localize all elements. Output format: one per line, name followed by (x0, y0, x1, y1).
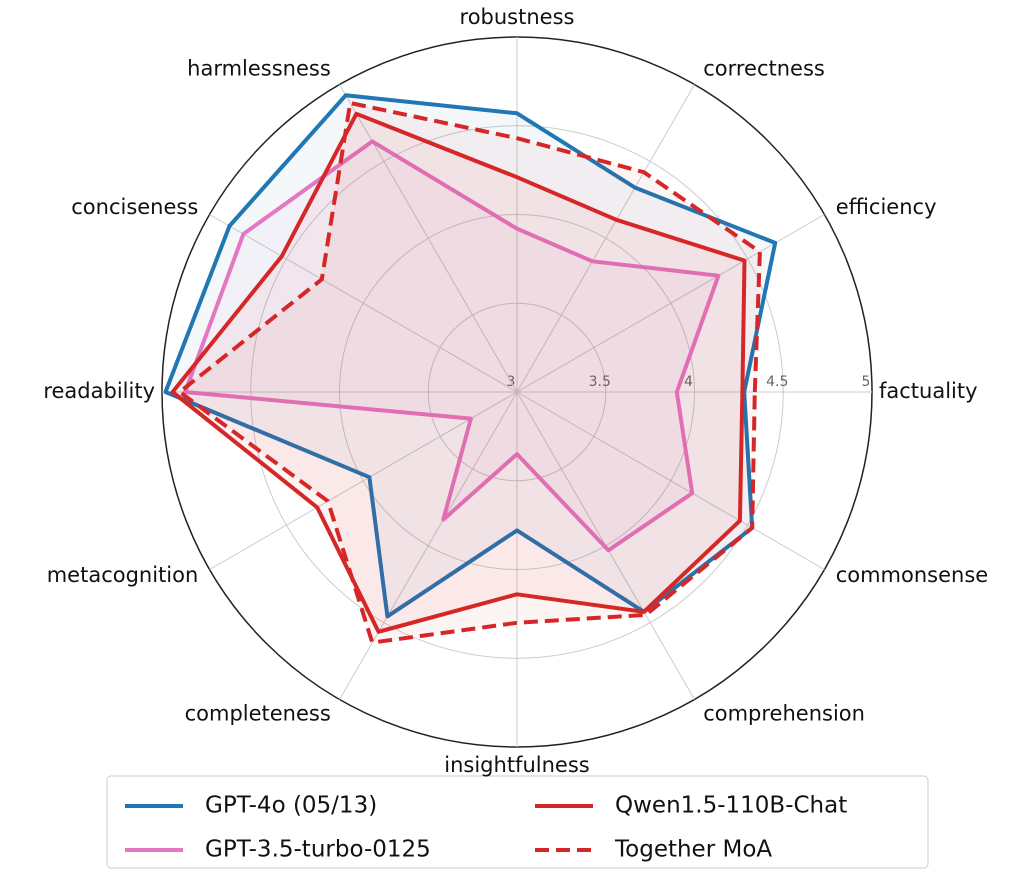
legend-label: Qwen1.5-110B-Chat (615, 793, 847, 819)
spoke (209, 214, 518, 393)
axis-label: conciseness (71, 195, 198, 219)
legend-label: Together MoA (614, 837, 772, 863)
spoke (516, 391, 825, 570)
legend-label: GPT-4o (05/13) (205, 793, 377, 819)
axis-label: robustness (460, 5, 575, 29)
r-tick-label: 5 (862, 374, 871, 390)
axis-label: factuality (879, 379, 978, 403)
axis-label: insightfulness (444, 753, 589, 777)
series-area (185, 141, 719, 551)
axis-label: efficiency (836, 195, 937, 219)
legend-label: GPT-3.5-turbo-0125 (205, 837, 431, 863)
series-line (177, 101, 762, 645)
axis-label: commonsense (836, 563, 989, 587)
series-area (172, 113, 745, 632)
r-tick-label: 4 (684, 374, 693, 390)
spoke (339, 391, 518, 700)
series-line (170, 111, 747, 634)
series-area (179, 103, 760, 643)
axis-label: readability (43, 379, 155, 403)
series-area (165, 95, 776, 617)
axis-label: metacognition (47, 563, 199, 587)
legend-box (106, 775, 929, 869)
axis-label: comprehension (703, 702, 865, 726)
r-tick-label: 3.5 (589, 374, 611, 390)
series-line (183, 139, 721, 553)
axis-label: harmlessness (187, 56, 331, 80)
axis-label: completeness (185, 702, 331, 726)
spoke (209, 391, 518, 570)
r-tick-label: 4.5 (766, 374, 788, 390)
spoke (516, 84, 695, 393)
spoke (339, 84, 518, 393)
axis-label: correctness (703, 56, 825, 80)
